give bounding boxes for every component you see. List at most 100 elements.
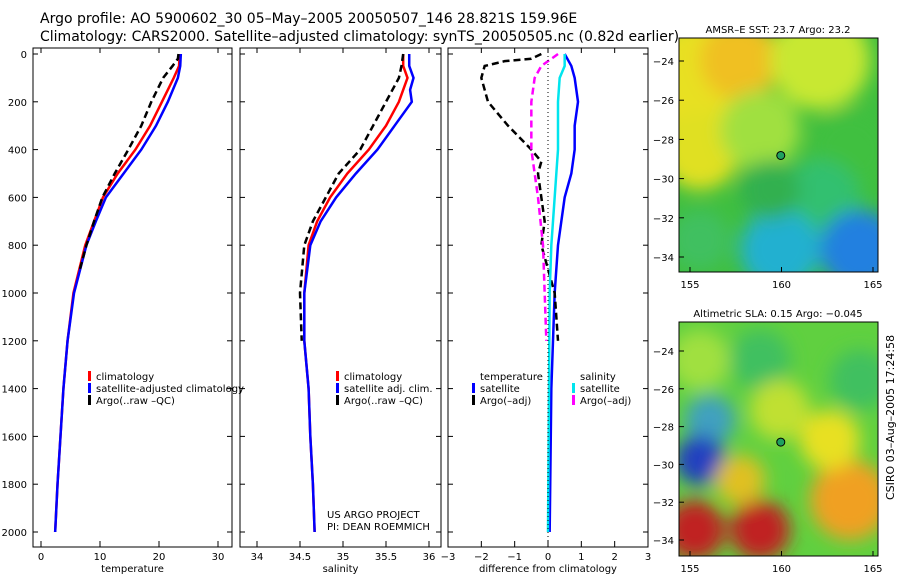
- map-1: [679, 38, 878, 272]
- x-tick-label: 10: [94, 552, 107, 563]
- x-tick-label: −1: [507, 552, 522, 563]
- map-y-tick-label: −32: [653, 214, 674, 225]
- map-y-tick-label: −30: [653, 460, 674, 471]
- y-tick-label: 1200: [2, 337, 27, 348]
- x-tick-label: −3: [441, 552, 456, 563]
- map-blob: [679, 210, 730, 270]
- x-axis-label: temperature: [101, 564, 164, 575]
- x-tick-label: 34: [251, 552, 264, 563]
- x-axis-label: difference from climatology: [479, 564, 617, 575]
- map-blob: [679, 435, 725, 485]
- map-x-tick-label: 160: [772, 280, 791, 291]
- title-line1: Argo profile: AO 5900602_30 05–May–2005 …: [40, 11, 578, 27]
- legend-swatch: [336, 371, 339, 381]
- y-tick-label: 800: [8, 241, 27, 252]
- title-line2: Climatology: CARS2000. Satellite–adjuste…: [40, 29, 680, 45]
- map-y-tick-label: −34: [653, 253, 674, 264]
- x-tick-label: 1: [578, 552, 584, 563]
- series-argo-raw-qc-: [298, 53, 405, 341]
- map-blob: [700, 38, 780, 100]
- series-temperature-satellite: [548, 53, 580, 533]
- legend-label: salinity: [580, 372, 616, 383]
- x-tick-label: 35: [337, 552, 350, 563]
- map-x-tick-label: 155: [680, 564, 699, 575]
- x-tick-label: 35.5: [375, 552, 397, 563]
- map-y-tick-label: −28: [653, 135, 674, 146]
- legend-label: Argo(–adj): [580, 396, 631, 407]
- legend-swatch: [572, 395, 575, 405]
- map-field: [679, 330, 878, 556]
- map-blob: [679, 500, 725, 556]
- map-blob: [679, 330, 730, 390]
- map-y-tick-label: −26: [653, 96, 674, 107]
- map-y-tick-label: −32: [653, 498, 674, 509]
- legend-label: satellite: [480, 384, 520, 395]
- map-y-tick-label: −26: [653, 385, 674, 396]
- map-blob: [740, 210, 820, 272]
- map-blob: [800, 410, 860, 470]
- map-blob: [720, 90, 800, 170]
- x-tick-label: 2: [611, 552, 617, 563]
- x-tick-label: 20: [153, 552, 166, 563]
- series-climatology: [303, 54, 409, 533]
- map-blob: [830, 350, 878, 410]
- annotation: PI: DEAN ROEMMICH: [327, 522, 430, 533]
- legend-swatch: [88, 371, 91, 381]
- map-blob: [685, 395, 735, 445]
- legend-swatch: [336, 383, 339, 393]
- map-y-tick-label: −30: [653, 175, 674, 186]
- legend-label: temperature: [480, 372, 543, 383]
- x-tick-label: 0: [38, 552, 44, 563]
- map-y-tick-label: −34: [653, 536, 674, 547]
- map-x-tick-label: 165: [863, 280, 882, 291]
- map-x-tick-label: 160: [772, 564, 791, 575]
- series-satellite-adj-clim-: [303, 54, 415, 533]
- x-tick-label: 3: [645, 552, 651, 563]
- argo-position-marker: [776, 150, 786, 160]
- map-y-tick-label: −24: [653, 57, 674, 68]
- map-title: Altimetric SLA: 0.15 Argo: −0.045: [693, 309, 862, 320]
- argo-position-marker: [776, 437, 786, 447]
- legend-swatch: [336, 395, 339, 405]
- series-argo-raw-qc-: [78, 53, 180, 270]
- y-tick-label: 1400: [2, 385, 27, 396]
- legend-label: satellite adj. clim.: [344, 384, 433, 395]
- map-blob: [730, 330, 790, 390]
- legend-swatch: [88, 395, 91, 405]
- map-blob: [715, 455, 765, 505]
- x-tick-label: −2: [474, 552, 489, 563]
- y-tick-label: 0: [21, 50, 27, 61]
- x-tick-label: 36: [423, 552, 436, 563]
- legend-label: Argo(..raw –QC): [96, 396, 175, 407]
- panel-frame: [239, 47, 442, 548]
- series-salinity-argo-adj-: [530, 52, 559, 341]
- legend-label: satellite-adjusted climatology: [96, 384, 244, 395]
- map-blob: [750, 380, 810, 440]
- series-salinity-satellite: [546, 54, 566, 533]
- series-temperature-argo-adj-: [480, 52, 560, 341]
- map-blob: [770, 38, 870, 110]
- map-x-tick-label: 165: [863, 564, 882, 575]
- map-frame: [678, 321, 879, 557]
- legend-swatch: [472, 383, 475, 393]
- y-tick-label: 1800: [2, 480, 27, 491]
- legend-label: climatology: [96, 372, 154, 383]
- map-field: [679, 38, 878, 272]
- y-tick-label: 600: [8, 193, 27, 204]
- map-x-tick-label: 155: [680, 280, 699, 291]
- panel-frame: [32, 47, 233, 548]
- map-title: AMSR–E SST: 23.7 Argo: 23.2: [705, 25, 850, 36]
- legend-label: climatology: [344, 372, 402, 383]
- legend-label: Argo(–adj): [480, 396, 531, 407]
- legend-label: Argo(..raw –QC): [344, 396, 423, 407]
- y-tick-label: 1000: [2, 289, 27, 300]
- side-label: CSIRO 03–Aug–2005 17:24:58: [884, 334, 897, 500]
- y-tick-label: 400: [8, 146, 27, 157]
- map-y-tick-label: −28: [653, 423, 674, 434]
- legend-swatch: [472, 395, 475, 405]
- map-blob: [740, 160, 800, 220]
- annotation: US ARGO PROJECT: [327, 510, 421, 521]
- y-tick-label: 200: [8, 98, 27, 109]
